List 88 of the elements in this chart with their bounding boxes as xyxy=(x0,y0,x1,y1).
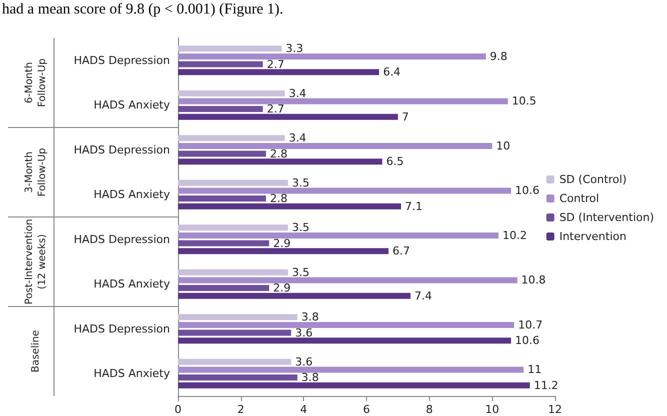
text: 6-Month Follow-Up xyxy=(24,58,48,108)
bar xyxy=(178,269,288,276)
data-label: 3.5 xyxy=(292,176,310,190)
bar xyxy=(178,53,486,60)
data-label: 2.8 xyxy=(270,147,288,160)
x-tick-label: 12 xyxy=(548,403,562,416)
data-label: 3.5 xyxy=(292,266,310,279)
bar xyxy=(178,277,518,284)
data-label: 3.5 xyxy=(292,221,310,234)
data-label: 3.8 xyxy=(301,371,319,384)
data-label: 6.5 xyxy=(386,155,404,168)
bar xyxy=(178,142,492,149)
legend-label: SD (Control) xyxy=(559,173,627,186)
x-tick-label: 4 xyxy=(300,403,308,416)
data-label: 7 xyxy=(402,110,409,124)
bar xyxy=(178,285,270,292)
bar xyxy=(178,61,263,68)
bar xyxy=(178,90,285,96)
bar xyxy=(178,135,285,142)
y-tick-label: HADS Depression xyxy=(74,143,170,156)
bar xyxy=(178,382,530,388)
data-label: 7.1 xyxy=(405,200,423,213)
bar xyxy=(178,240,270,246)
legend-label: SD (Intervention) xyxy=(559,211,654,224)
bar xyxy=(178,106,263,112)
text: 3-Month Follow-Up xyxy=(24,148,48,197)
x-tick-label: 8 xyxy=(426,403,433,416)
bar xyxy=(178,114,398,120)
bar xyxy=(178,158,382,165)
x-tick-label: 2 xyxy=(237,403,244,416)
data-label: 3.3 xyxy=(286,42,304,56)
data-label: 7.4 xyxy=(414,289,432,302)
data-label: 10 xyxy=(496,139,510,152)
data-label: 2.8 xyxy=(270,192,288,206)
y-tick-label: HADS Depression xyxy=(74,54,170,67)
data-label: 2.9 xyxy=(273,236,291,250)
bar xyxy=(178,366,524,373)
data-label: 6.4 xyxy=(383,66,401,79)
x-tick-label: 0 xyxy=(174,403,182,416)
data-label: 6.7 xyxy=(392,244,410,258)
data-label: 2.7 xyxy=(266,102,284,116)
bar xyxy=(178,330,292,336)
data-label: 10.2 xyxy=(502,228,527,242)
bar xyxy=(178,224,288,231)
data-label: 3.4 xyxy=(288,86,306,100)
y-tick-label: HADS Depression xyxy=(74,322,170,336)
text: Baseline xyxy=(30,330,42,372)
bar xyxy=(178,338,512,344)
bar xyxy=(178,46,282,52)
y-tick-label: HADS Anxiety xyxy=(94,367,170,380)
bar xyxy=(178,98,508,104)
bar xyxy=(178,358,292,365)
bar xyxy=(178,180,288,186)
text: had a mean score of 9.8 (p < 0.001) (Figure 1). xyxy=(2,2,284,18)
bar xyxy=(178,69,380,76)
data-label: 10.8 xyxy=(521,274,546,287)
x-tick-label: 6 xyxy=(363,403,370,416)
data-label: 3.4 xyxy=(288,132,306,145)
bar xyxy=(178,292,410,299)
bar xyxy=(178,248,388,254)
bar xyxy=(178,203,402,210)
y-tick-label: HADS Depression xyxy=(74,232,170,246)
bar xyxy=(178,374,298,381)
y-tick-label: HADS Anxiety xyxy=(94,278,170,291)
legend-label: Control xyxy=(559,192,600,205)
data-label: 10.6 xyxy=(515,334,540,348)
bar xyxy=(178,150,266,157)
data-label: 11 xyxy=(528,363,542,376)
data-label: 2.7 xyxy=(266,58,284,71)
y-tick-label: HADS Anxiety xyxy=(94,98,170,112)
data-label: 10.6 xyxy=(515,184,540,198)
legend-label: Intervention xyxy=(559,230,626,243)
data-label: 9.8 xyxy=(490,50,508,63)
data-label: 3.6 xyxy=(295,326,313,340)
data-label: 10.7 xyxy=(518,318,543,332)
data-label: 3.8 xyxy=(301,310,319,324)
x-tick-label: 10 xyxy=(485,403,500,416)
data-label: 11.2 xyxy=(534,378,558,392)
bar xyxy=(178,314,298,320)
data-label: 3.6 xyxy=(295,355,313,368)
data-label: 2.9 xyxy=(273,282,291,295)
text: Post-Intervention (12 weeks) xyxy=(24,218,48,305)
data-label: 10.5 xyxy=(512,94,536,108)
y-tick-label: HADS Anxiety xyxy=(94,188,170,202)
bar xyxy=(178,188,512,194)
bar xyxy=(178,232,498,238)
bar xyxy=(178,322,514,328)
bar xyxy=(178,196,266,202)
